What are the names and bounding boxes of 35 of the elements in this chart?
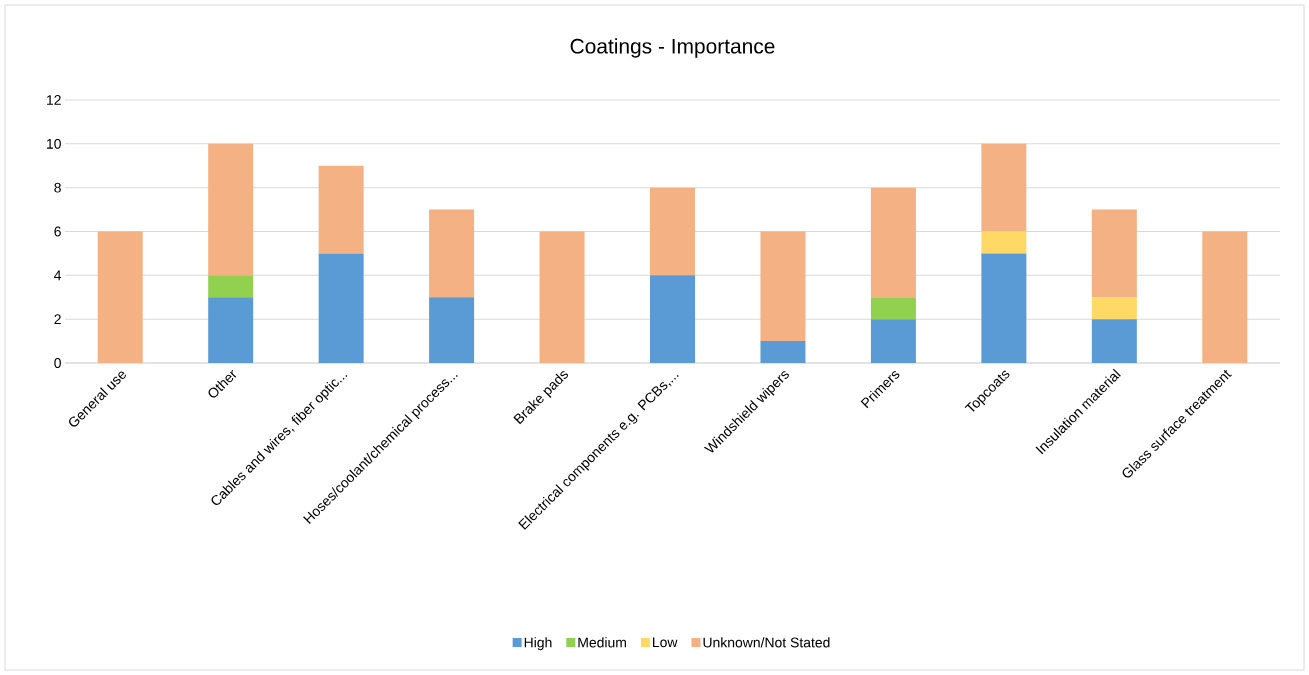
y-tick-label: 0 bbox=[54, 358, 61, 368]
legend-label: High bbox=[524, 637, 552, 651]
y-tick-label: 2 bbox=[54, 314, 61, 325]
bar bbox=[97, 231, 143, 363]
bar bbox=[429, 297, 475, 363]
y-tick-label: 12 bbox=[47, 95, 61, 105]
y-tick-label: 8 bbox=[54, 182, 61, 193]
bar bbox=[1202, 231, 1248, 363]
bar bbox=[650, 187, 696, 276]
chart-title: Coatings - Importance bbox=[570, 38, 775, 58]
bar bbox=[318, 165, 364, 254]
y-tick-label: 10 bbox=[47, 138, 61, 149]
y-tick-label: 6 bbox=[54, 226, 61, 237]
bar bbox=[539, 231, 585, 363]
bar bbox=[870, 319, 916, 363]
bar bbox=[318, 253, 364, 363]
bar bbox=[981, 143, 1027, 232]
bar bbox=[870, 297, 916, 320]
bar bbox=[1091, 319, 1137, 363]
bar bbox=[208, 275, 254, 298]
bar bbox=[208, 143, 254, 276]
bar bbox=[650, 275, 696, 363]
bar bbox=[1091, 209, 1137, 298]
legend-label: Unknown/Not Stated bbox=[703, 637, 830, 648]
y-tick-label: 4 bbox=[54, 270, 62, 281]
bar bbox=[760, 341, 806, 363]
bar bbox=[429, 209, 475, 298]
bar bbox=[981, 231, 1027, 254]
bar bbox=[870, 187, 916, 298]
bar bbox=[981, 253, 1027, 363]
bar bbox=[208, 297, 254, 363]
legend-label: Low bbox=[653, 637, 678, 648]
legend-label: Medium bbox=[578, 637, 626, 648]
bar bbox=[760, 231, 806, 342]
bar bbox=[1091, 297, 1137, 320]
